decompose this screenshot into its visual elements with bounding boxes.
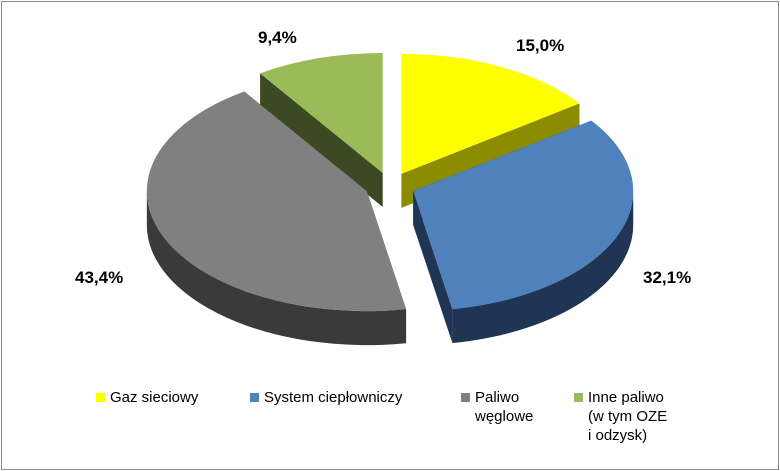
legend-item-gaz-sieciowy: Gaz sieciowy: [96, 388, 198, 407]
legend-item-paliwo-weglowe: Paliwo węglowe: [461, 388, 533, 426]
pie-slice-paliwo-weglowe: [146, 91, 407, 346]
legend-label-paliwo-weglowe: Paliwo węglowe: [475, 389, 534, 425]
pie-slice-side-system-cieplowniczy: [452, 191, 634, 344]
value-label-inne-paliwo: 9,4%: [258, 28, 297, 47]
legend-swatch-inne-paliwo: [574, 393, 583, 402]
legend-swatch-gaz-sieciowy: [96, 393, 105, 402]
pie-slice-top-paliwo-weglowe: [146, 91, 407, 312]
pie-slice-wall-inne-paliwo-0: [260, 73, 383, 207]
legend-label-gaz-sieciowy: Gaz sieciowy: [110, 389, 199, 406]
legend-swatch-paliwo-weglowe: [461, 393, 470, 402]
legend-swatch-system-cieplowniczy: [250, 393, 259, 402]
value-label-gaz-sieciowy: 15,0%: [516, 36, 565, 55]
legend-label-inne-paliwo: Inne paliwo (w tym OZE i odzysk): [588, 389, 668, 444]
pie-slice-inne-paliwo: [260, 52, 383, 207]
legend-label-system-cieplowniczy: System ciepłowniczy: [264, 389, 403, 406]
legend-item-inne-paliwo: Inne paliwo (w tym OZE i odzysk): [574, 388, 667, 445]
pie-slice-top-gaz-sieciowy: [401, 53, 580, 174]
value-label-paliwo-weglowe: 43,4%: [75, 268, 124, 287]
pie-slice-system-cieplowniczy: [413, 120, 634, 344]
pie-slice-side-paliwo-weglowe: [146, 191, 407, 346]
pie-slice-top-inne-paliwo: [260, 52, 383, 173]
legend: Gaz sieciowy System ciepłowniczy Paliwo …: [96, 388, 736, 458]
value-label-system-cieplowniczy: 32,1%: [643, 268, 692, 287]
pie-slice-wall-system-cieplowniczy-1: [413, 191, 453, 344]
legend-item-system-cieplowniczy: System ciepłowniczy: [250, 388, 402, 407]
pie-slice-top-system-cieplowniczy: [413, 120, 634, 310]
